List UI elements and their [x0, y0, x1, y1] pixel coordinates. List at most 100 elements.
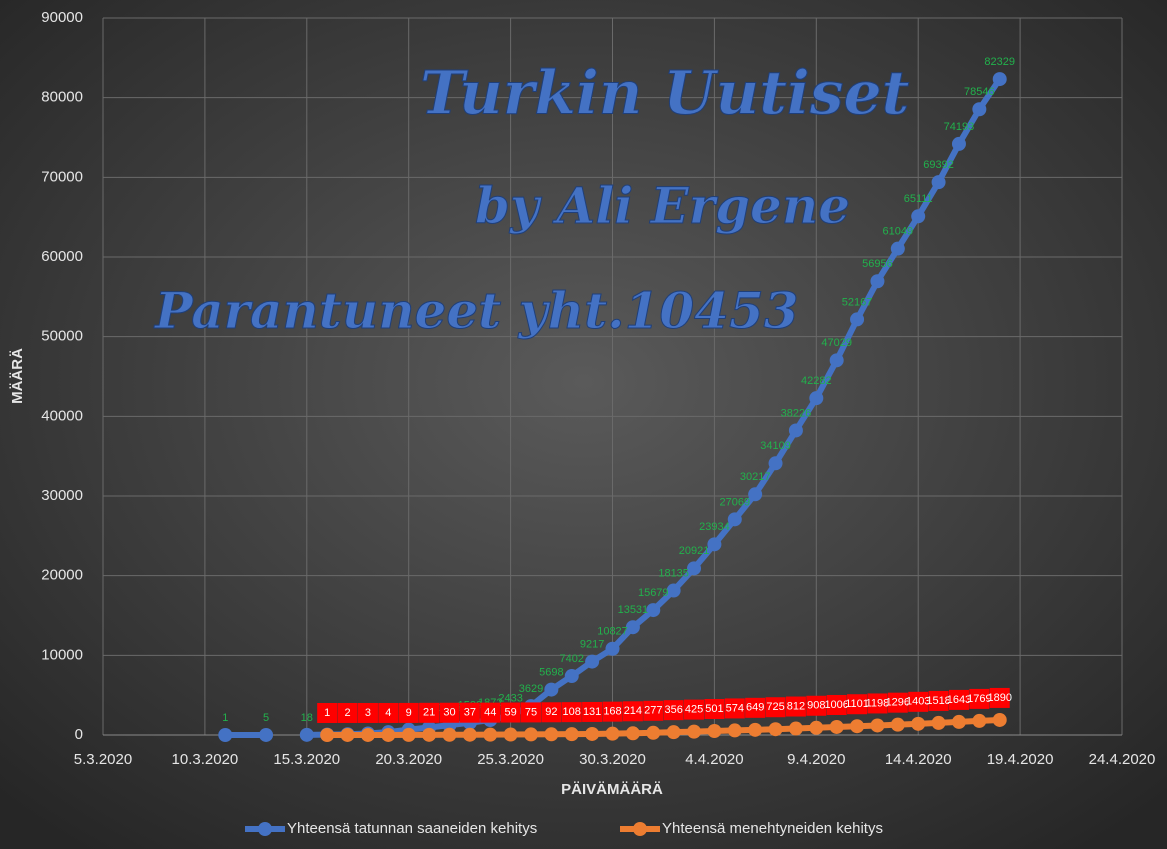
data-point — [829, 353, 844, 368]
data-point — [442, 727, 457, 742]
data-label: 15679 — [638, 587, 669, 599]
data-point — [422, 727, 437, 742]
data-label: 10827 — [597, 626, 628, 638]
data-label: 61049 — [883, 226, 914, 238]
data-label: 21 — [423, 707, 435, 719]
data-label-box — [948, 689, 969, 710]
data-label: 65111 — [904, 193, 933, 205]
data-label: 27069 — [719, 496, 750, 508]
y-tick-label: 0 — [75, 726, 83, 743]
data-point — [931, 175, 946, 190]
data-label: 37 — [464, 707, 476, 719]
data-label: 1643 — [947, 694, 971, 706]
data-label: 1296 — [886, 697, 910, 709]
data-label-box — [520, 702, 541, 723]
data-label: 425 — [685, 704, 703, 716]
data-label-box — [745, 697, 766, 718]
data-point — [585, 654, 600, 669]
data-label: 7402 — [559, 653, 583, 665]
data-point — [320, 727, 335, 742]
data-label: 74193 — [944, 121, 975, 133]
data-label-box — [908, 691, 929, 712]
data-label-box — [561, 702, 582, 723]
y-axis-title: MÄÄRÄ — [9, 348, 26, 404]
author-annotation: by Ali Ergene — [475, 176, 850, 235]
data-label: 1 — [324, 707, 330, 719]
data-label: 1403 — [906, 696, 930, 708]
data-point — [911, 209, 926, 224]
data-label: 9217 — [580, 638, 604, 650]
data-label-box — [337, 702, 358, 723]
data-label: 3629 — [519, 683, 543, 695]
data-label: 501 — [705, 703, 723, 715]
data-point — [788, 721, 803, 736]
data-label: 725 — [766, 701, 784, 713]
data-label-box — [378, 702, 399, 723]
x-tick-label: 19.4.2020 — [987, 751, 1054, 768]
data-label: 9 — [406, 707, 412, 719]
data-point — [768, 722, 783, 737]
data-point — [340, 727, 355, 742]
data-label: 277 — [644, 705, 662, 717]
x-tick-label: 14.4.2020 — [885, 751, 952, 768]
data-point — [911, 716, 926, 731]
data-label: 18135 — [658, 567, 689, 579]
data-label: 69392 — [923, 159, 954, 171]
legend-marker — [258, 822, 272, 836]
data-point — [523, 727, 538, 742]
data-label-box — [419, 702, 440, 723]
series-line — [327, 716, 1000, 738]
y-tick-label: 70000 — [41, 168, 83, 185]
data-point — [850, 719, 865, 734]
data-point — [666, 725, 681, 740]
data-point — [544, 727, 559, 742]
x-tick-label: 24.4.2020 — [1089, 751, 1156, 768]
data-point — [462, 727, 477, 742]
data-point — [625, 726, 640, 741]
y-tick-label: 80000 — [41, 89, 83, 106]
data-label: 78546 — [964, 86, 995, 98]
data-label: 59 — [504, 706, 516, 718]
data-label-box — [357, 702, 378, 723]
x-tick-label: 15.3.2020 — [273, 751, 340, 768]
x-tick-label: 25.3.2020 — [477, 751, 544, 768]
y-tick-label: 90000 — [41, 9, 83, 26]
data-point — [259, 727, 274, 742]
data-label: 18 — [301, 712, 313, 724]
data-point — [564, 727, 579, 742]
data-label-box — [398, 702, 419, 723]
data-label-box — [704, 699, 725, 720]
data-point — [951, 136, 966, 151]
data-point — [931, 715, 946, 730]
data-label: 30 — [443, 707, 455, 719]
data-point — [605, 641, 620, 656]
data-label: 52167 — [842, 296, 873, 308]
data-label: 20921 — [679, 545, 710, 557]
data-label: 2433 — [498, 693, 522, 705]
data-point — [381, 727, 396, 742]
data-label-box — [582, 701, 603, 722]
data-label-box — [928, 690, 949, 711]
data-label-box — [785, 696, 806, 717]
data-point — [829, 719, 844, 734]
data-label: 1518 — [926, 695, 950, 707]
data-label: 38226 — [781, 407, 812, 419]
data-label: 23934 — [699, 521, 730, 533]
data-label: 30217 — [740, 471, 771, 483]
data-label: 42282 — [801, 375, 832, 387]
data-point — [727, 512, 742, 527]
y-tick-label: 60000 — [41, 248, 83, 265]
data-label-box — [317, 702, 338, 723]
data-label: 908 — [807, 700, 825, 712]
x-tick-label: 4.4.2020 — [685, 751, 743, 768]
x-tick-label: 10.3.2020 — [172, 751, 239, 768]
legend-label: Yhteensä tatunnan saaneiden kehitys — [287, 820, 537, 837]
data-label-box — [724, 698, 745, 719]
data-label: 2 — [344, 707, 350, 719]
data-label-box — [989, 687, 1010, 708]
data-point — [890, 241, 905, 256]
data-label: 5 — [263, 712, 269, 724]
data-label: 131 — [583, 706, 601, 718]
y-tick-label: 30000 — [41, 487, 83, 504]
